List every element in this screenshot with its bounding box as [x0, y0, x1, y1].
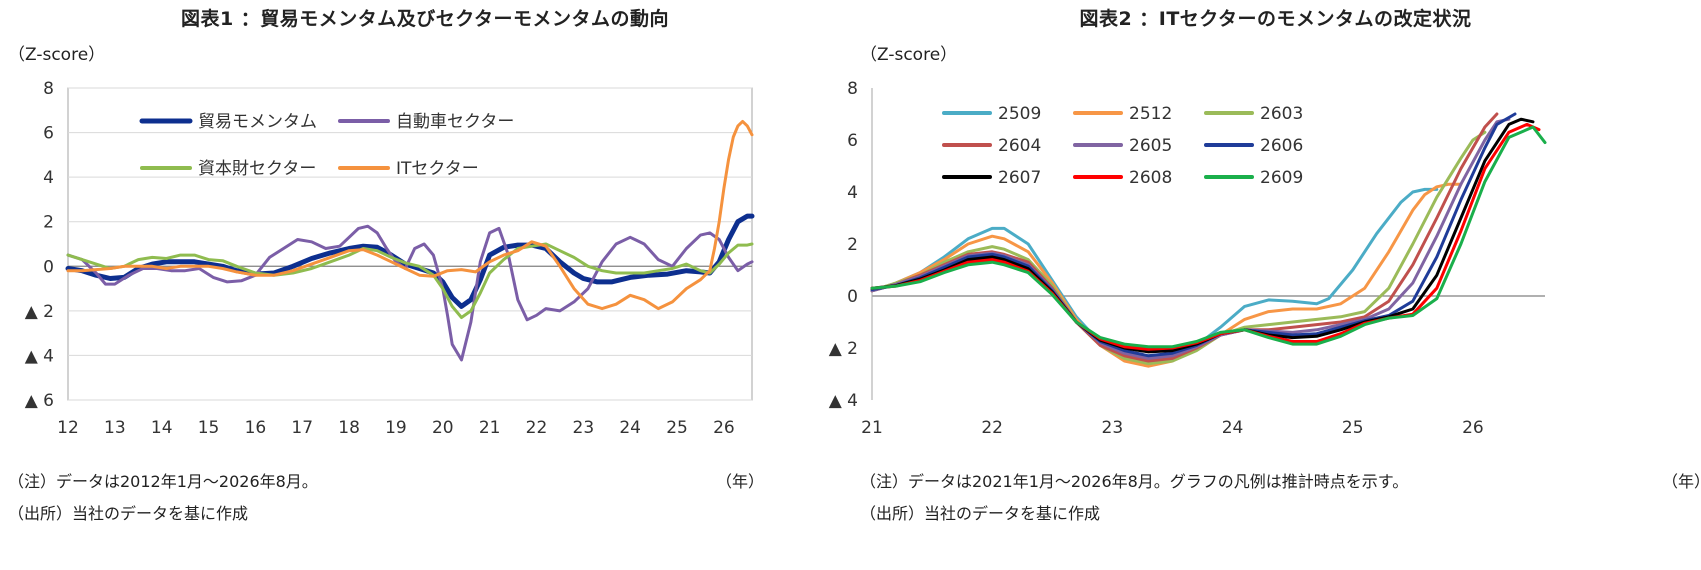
series-line-3	[66, 119, 754, 311]
x-tick-label: 15	[198, 418, 220, 438]
chart-2-svg: 8 6 4 2 0 ▲ 2 ▲ 421 22 23 24 25 26 2509 2512 2603 2604 2…	[829, 79, 1547, 438]
legend-label: 2509	[998, 104, 1041, 124]
x-tick-label: 21	[479, 418, 501, 438]
x-tick-label: 14	[151, 418, 173, 438]
chart-note: （注）データは2012年1月～2026年8月。	[8, 472, 318, 491]
chart-source: （出所）当社のデータを基に作成	[8, 504, 249, 523]
series-line-0	[65, 213, 755, 309]
x-tick-label: 12	[57, 418, 79, 438]
legend-label: 2607	[998, 168, 1041, 188]
x-tick-label: 21	[861, 418, 883, 438]
x-axis-unit: （年）	[716, 472, 765, 491]
series-line-2	[870, 130, 1487, 366]
series-line-3	[870, 112, 1499, 363]
x-tick-label: 19	[385, 418, 407, 438]
legend-label: 2512	[1129, 104, 1172, 124]
legend-label: 自動車セクター	[396, 112, 514, 132]
y-tick-label: 6	[847, 131, 858, 151]
y-tick-label: 0	[43, 257, 54, 277]
x-tick-label: 25	[1342, 418, 1364, 438]
y-tick-label: 2	[847, 235, 858, 255]
y-tick-label: 8	[43, 79, 54, 99]
y-tick-label: 0	[847, 287, 858, 307]
y-tick-label: 6	[43, 124, 54, 144]
chart-title: 図表1 ：貿易モメンタム及びセクターモメンタムの動向	[180, 8, 670, 30]
legend-label: 2608	[1129, 168, 1172, 188]
y-tick-label: ▲ 2	[25, 302, 54, 322]
series-line-8	[870, 125, 1547, 349]
x-tick-label: 23	[573, 418, 595, 438]
x-tick-label: 18	[338, 418, 360, 438]
y-tick-label: 4	[847, 183, 858, 203]
y-tick-label: 8	[847, 79, 858, 99]
y-tick-label: ▲ 6	[25, 391, 54, 411]
legend-label: 貿易モメンタム	[198, 112, 317, 132]
legend-label: ITセクター	[396, 159, 479, 179]
series-line-1	[66, 224, 754, 362]
chart-panel-trade-momentum: 図表1 ：貿易モメンタム及びセクターモメンタムの動向 （Z-score） 8 6 4…	[0, 0, 850, 570]
y-tick-label: ▲ 2	[829, 339, 858, 359]
legend-label: 2605	[1129, 136, 1172, 156]
series-line-1	[870, 182, 1463, 368]
legend-label: 2604	[998, 136, 1041, 156]
x-tick-label: 24	[1222, 418, 1244, 438]
x-tick-label: 25	[666, 418, 688, 438]
chart-note: （注）データは2021年1月～2026年8月。グラフの凡例は推計時点を示す。	[860, 472, 1409, 491]
legend-label: 資本財セクター	[198, 159, 316, 179]
x-tick-label: 24	[619, 418, 641, 438]
x-tick-label: 26	[1462, 418, 1484, 438]
chart-panel-it-revisions: 図表2 ：ITセクターのモメンタムの改定状況 （Z-score） 8 6 4 2 0 ▲ …	[829, 0, 1701, 570]
x-tick-label: 20	[432, 418, 454, 438]
series-line-2	[66, 242, 754, 319]
y-axis-unit: （Z-score）	[8, 45, 106, 65]
x-tick-label: 22	[981, 418, 1003, 438]
legend-label: 2606	[1260, 136, 1303, 156]
y-tick-label: ▲ 4	[25, 346, 54, 366]
series-line-0	[870, 187, 1439, 366]
x-tick-label: 26	[713, 418, 735, 438]
x-tick-label: 13	[104, 418, 126, 438]
legend-label: 2603	[1260, 104, 1303, 124]
y-tick-label: ▲ 4	[829, 391, 858, 411]
x-tick-label: 23	[1102, 418, 1124, 438]
y-axis-unit: （Z-score）	[860, 45, 958, 65]
chart-source: （出所）当社のデータを基に作成	[860, 504, 1101, 523]
y-tick-label: 2	[43, 213, 54, 233]
series-line-6	[870, 117, 1535, 354]
x-tick-label: 17	[291, 418, 313, 438]
plot-border	[67, 87, 753, 401]
x-tick-label: 22	[526, 418, 548, 438]
legend-label: 2609	[1260, 168, 1303, 188]
x-tick-label: 16	[245, 418, 267, 438]
x-axis-unit: （年）	[1662, 472, 1701, 491]
y-tick-label: 4	[43, 168, 54, 188]
chart-title: 図表2 ：ITセクターのモメンタムの改定状況	[1079, 8, 1472, 30]
